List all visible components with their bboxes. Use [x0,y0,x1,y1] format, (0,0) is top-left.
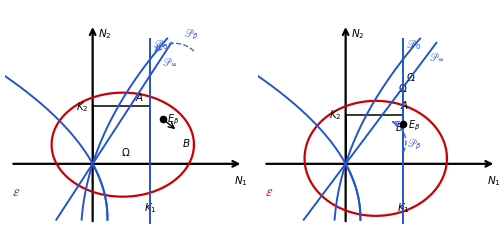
Text: $\mathscr{P}_0$: $\mathscr{P}_0$ [153,38,168,52]
Text: $\Omega$: $\Omega$ [121,146,130,158]
Text: $A$: $A$ [135,91,144,103]
Text: $\mathcal{E}$: $\mathcal{E}$ [12,186,20,197]
Text: $E_{\beta}$: $E_{\beta}$ [408,118,420,132]
Text: $N_2$: $N_2$ [98,27,112,41]
Text: $N_1$: $N_1$ [486,174,500,188]
Text: $K_1$: $K_1$ [397,200,410,214]
Text: $E_{\beta}$: $E_{\beta}$ [167,112,179,127]
Text: $\mathscr{P}_{\infty}$: $\mathscr{P}_{\infty}$ [162,56,178,68]
Text: $N_1$: $N_1$ [234,174,247,188]
Text: $N_2$: $N_2$ [351,27,365,41]
Text: $B$: $B$ [395,120,403,133]
Text: $\mathscr{P}_0$: $\mathscr{P}_0$ [406,38,421,52]
Text: $K_1$: $K_1$ [144,200,157,214]
Text: $\mathcal{E}$: $\mathcal{E}$ [265,186,273,197]
Text: $\Omega$: $\Omega$ [406,71,416,83]
Text: $K_2$: $K_2$ [329,108,341,122]
Text: $\mathscr{P}_{\beta}$: $\mathscr{P}_{\beta}$ [184,28,199,42]
Text: $\Omega$: $\Omega$ [399,81,408,93]
Text: $\mathscr{P}_{\beta}$: $\mathscr{P}_{\beta}$ [407,137,422,152]
Text: $B$: $B$ [182,137,191,149]
Text: $\mathscr{P}_{\infty}$: $\mathscr{P}_{\infty}$ [429,50,445,62]
Text: $K_2$: $K_2$ [76,100,88,114]
Text: $A$: $A$ [400,99,409,111]
